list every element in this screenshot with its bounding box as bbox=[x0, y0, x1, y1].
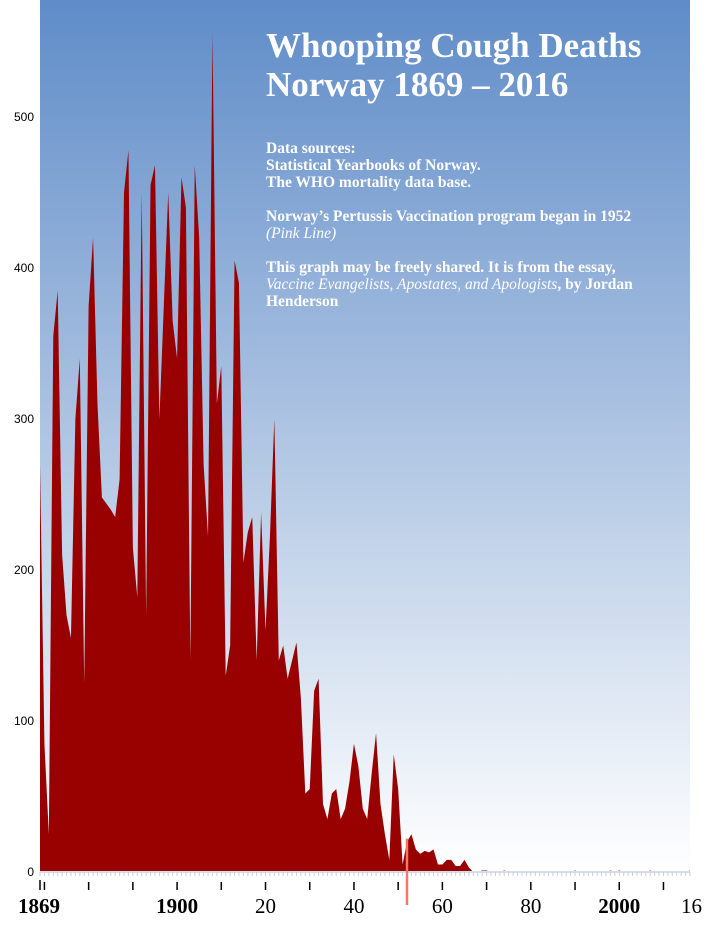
program-text: Norway’s Pertussis Vaccination program b… bbox=[266, 208, 632, 225]
x-tick-label: 2000 bbox=[598, 894, 640, 918]
sources-paragraph: Data sources: Statistical Yearbooks of N… bbox=[266, 140, 696, 191]
notes-block: Data sources: Statistical Yearbooks of N… bbox=[266, 140, 696, 327]
program-marker-wrap: (Pink Line) bbox=[266, 225, 696, 242]
share-paragraph: This graph may be freely shared. It is f… bbox=[266, 259, 696, 310]
essay-title: Vaccine Evangelists, Apostates, and Apol… bbox=[266, 276, 558, 293]
x-axis-labels: 1869 1900 20 40 60 80 2000 16 bbox=[18, 894, 702, 918]
x-tick-label: 16 bbox=[681, 894, 702, 918]
y-tick-label: 100 bbox=[14, 714, 34, 728]
y-axis-labels: 0 100 200 300 400 500 bbox=[14, 110, 34, 879]
essay-line: Vaccine Evangelists, Apostates, and Apol… bbox=[266, 276, 696, 310]
y-tick-label: 300 bbox=[14, 412, 34, 426]
title-line-2: Norway 1869 – 2016 bbox=[266, 65, 569, 104]
x-tick-label: 1869 bbox=[18, 894, 60, 918]
y-tick-label: 200 bbox=[14, 563, 34, 577]
program-marker-text: (Pink Line) bbox=[266, 225, 337, 242]
x-tick-label: 60 bbox=[432, 894, 453, 918]
source-2: The WHO mortality data base. bbox=[266, 174, 472, 191]
area-layer bbox=[40, 33, 690, 872]
x-tick-label: 40 bbox=[343, 894, 364, 918]
title-line-1: Whooping Cough Deaths bbox=[266, 26, 642, 65]
x-tick-label: 80 bbox=[520, 894, 541, 918]
y-tick-label: 0 bbox=[27, 865, 34, 879]
byline: , by Jordan Henderson bbox=[266, 276, 633, 310]
deaths-area bbox=[40, 33, 690, 872]
program-paragraph: Norway’s Pertussis Vaccination program b… bbox=[266, 208, 696, 242]
x-tick-label: 1900 bbox=[156, 894, 198, 918]
axis-layer bbox=[39, 871, 691, 890]
x-tick-label: 20 bbox=[255, 894, 276, 918]
y-tick-label: 500 bbox=[14, 110, 34, 124]
sources-heading: Data sources: bbox=[266, 140, 356, 157]
share-text: This graph may be freely shared. It is f… bbox=[266, 259, 616, 276]
chart-title: Whooping Cough Deaths Norway 1869 – 2016 bbox=[266, 26, 706, 104]
y-tick-label: 400 bbox=[14, 261, 34, 275]
source-1: Statistical Yearbooks of Norway. bbox=[266, 157, 481, 174]
